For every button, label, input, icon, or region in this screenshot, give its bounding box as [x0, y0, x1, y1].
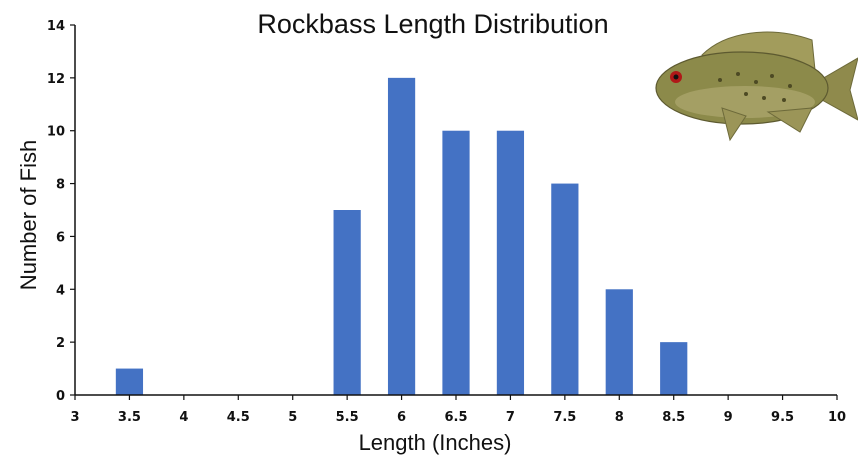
y-tick-label: 4: [56, 283, 65, 298]
bars: [115, 77, 688, 395]
x-tick-label: 6: [397, 410, 406, 425]
x-tick-label: 4: [179, 410, 188, 425]
y-tick-label: 8: [56, 178, 65, 193]
y-tick-label: 12: [47, 72, 65, 87]
y-tick-label: 0: [56, 389, 65, 404]
x-tick-label: 3: [70, 410, 79, 425]
bar-7.5: [551, 183, 579, 395]
x-tick-label: 4.5: [227, 410, 250, 425]
bar-6: [387, 77, 416, 395]
x-tick-label: 9.5: [771, 410, 794, 425]
fish-illustration: [655, 31, 858, 142]
y-tick-label: 6: [56, 230, 65, 245]
x-tick-label: 7: [506, 410, 515, 425]
x-tick-label: 8.5: [662, 410, 685, 425]
y-axis-ticks: 0 2 4 6 8 10 12 14: [47, 19, 75, 404]
x-tick-label: 8: [615, 410, 624, 425]
x-tick-label: 5.5: [336, 410, 359, 425]
x-axis-ticks: 3 3.5 4 4.5 5 5.5 6 6.5 7 7.5 8 8.5 9 9.5 10: [70, 395, 846, 425]
x-tick-label: 3.5: [118, 410, 141, 425]
bar-8.5: [660, 342, 688, 395]
x-tick-label: 10: [828, 410, 846, 425]
x-tick-label: 5: [288, 410, 297, 425]
y-tick-label: 14: [47, 19, 65, 34]
y-tick-label: 10: [47, 125, 65, 140]
x-tick-label: 7.5: [553, 410, 576, 425]
bar-5.5: [333, 210, 361, 395]
bar-3.5: [115, 368, 144, 395]
x-tick-label: 6.5: [444, 410, 467, 425]
y-axis-title: Number of Fish: [16, 140, 41, 290]
x-tick-label: 9: [724, 410, 733, 425]
x-axis-title: Length (Inches): [359, 430, 512, 455]
bar-6.5: [442, 130, 470, 395]
chart-title: Rockbass Length Distribution: [257, 9, 608, 39]
bar-8: [605, 289, 633, 395]
y-tick-label: 2: [56, 336, 65, 351]
bar-7: [496, 130, 525, 395]
